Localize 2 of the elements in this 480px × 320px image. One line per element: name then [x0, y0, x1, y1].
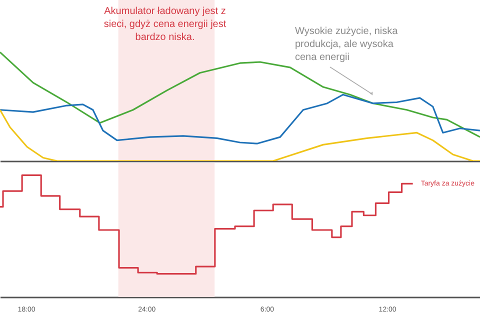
annotation: Wysokie zużycie, niska produkcja, ale wysoka cena energii [295, 26, 398, 63]
text: Akumulator ładowany jest z sieci, gdyż cena energii jest bardzo niska. [104, 6, 226, 43]
